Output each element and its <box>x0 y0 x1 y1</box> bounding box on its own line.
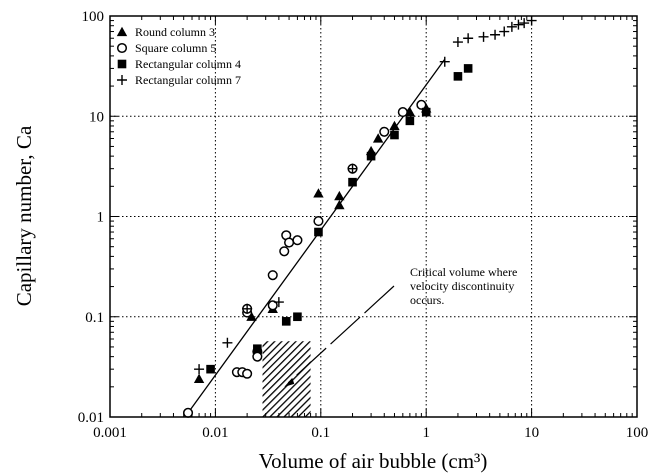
data-point <box>273 297 284 308</box>
data-point <box>348 177 357 187</box>
hatched-rect <box>262 341 311 417</box>
data-point <box>453 72 463 81</box>
data-point <box>463 33 474 44</box>
legend-marker <box>116 26 128 37</box>
data-point <box>206 364 215 374</box>
y-tick-label: 1 <box>97 210 105 226</box>
x-tick-label: 0.1 <box>311 425 330 441</box>
legend: Round column 3 Square column 5 Rectangular… <box>116 25 241 87</box>
data-point <box>182 407 194 418</box>
data-point <box>463 64 473 73</box>
data-point <box>490 29 501 40</box>
data-point <box>347 163 358 174</box>
data-point <box>506 21 517 32</box>
data-point <box>284 237 295 248</box>
data-point <box>334 199 345 210</box>
annotation-arrow-head <box>284 377 295 387</box>
annotation-text: velocity discontinuity <box>410 279 514 293</box>
data-point <box>194 364 205 375</box>
data-point <box>452 37 463 48</box>
data-point <box>416 99 427 110</box>
x-tick-label: 100 <box>626 425 649 441</box>
series-4 <box>194 15 537 375</box>
data-point <box>246 311 257 321</box>
data-point <box>293 312 302 322</box>
legend-label: Rectangular column 7 <box>135 73 241 87</box>
data-point <box>242 303 253 314</box>
data-point <box>366 151 376 161</box>
legend-label: Square column 5 <box>135 41 216 55</box>
data-point <box>222 337 233 348</box>
data-point <box>513 19 524 30</box>
data-point <box>292 235 303 246</box>
data-point <box>389 120 400 131</box>
axis-ticks <box>109 16 637 418</box>
x-tick-label: 1 <box>422 425 430 441</box>
x-tick-label: 10 <box>524 425 539 441</box>
data-point <box>372 133 384 143</box>
data-point <box>279 246 290 257</box>
x-tick-label: 0.001 <box>93 425 127 441</box>
data-point <box>334 190 345 201</box>
x-tick-label: 0.01 <box>202 425 228 441</box>
data-point <box>314 227 323 237</box>
data-point <box>193 373 205 384</box>
data-point <box>253 344 262 354</box>
data-point <box>379 126 390 137</box>
y-tick-label: 100 <box>82 9 105 25</box>
data-point <box>478 31 489 42</box>
series-3 <box>206 64 473 374</box>
y-tick-label: 0.01 <box>78 410 104 426</box>
data-point <box>252 351 263 362</box>
data-point <box>439 56 450 67</box>
data-point <box>281 317 291 326</box>
data-point <box>242 368 253 379</box>
data-point <box>405 116 415 126</box>
legend-marker <box>116 42 128 54</box>
data-point <box>499 26 510 37</box>
data-point <box>267 300 278 311</box>
data-point <box>313 188 324 198</box>
y-tick-label: 0.1 <box>85 310 104 326</box>
hatched-region <box>262 341 311 417</box>
y-tick-labels: 0.01 0.1 1 10 100 <box>78 9 104 426</box>
legend-label: Round column 3 <box>135 25 215 39</box>
y-tick-label: 10 <box>89 109 104 125</box>
data-point <box>421 107 431 117</box>
data-point <box>313 216 324 227</box>
x-tick-labels: 0.001 0.01 0.1 1 10 100 <box>93 425 648 441</box>
annotation-text: occurs. <box>410 293 444 307</box>
data-point <box>519 18 530 29</box>
data-point <box>390 130 399 140</box>
data-point <box>267 270 278 281</box>
data-points <box>182 15 537 418</box>
data-point <box>397 107 408 118</box>
legend-marker <box>117 59 127 69</box>
legend-marker <box>117 75 127 85</box>
x-axis-label: Volume of air bubble (cm³) <box>259 449 488 473</box>
annotation-arrow-line <box>287 285 395 384</box>
grid <box>110 16 637 417</box>
legend-label: Rectangular column 4 <box>135 57 241 71</box>
annotation-text: Critical volume where <box>410 265 517 279</box>
y-axis-label: Capillary number, Ca <box>12 125 36 306</box>
series-1 <box>193 103 432 384</box>
